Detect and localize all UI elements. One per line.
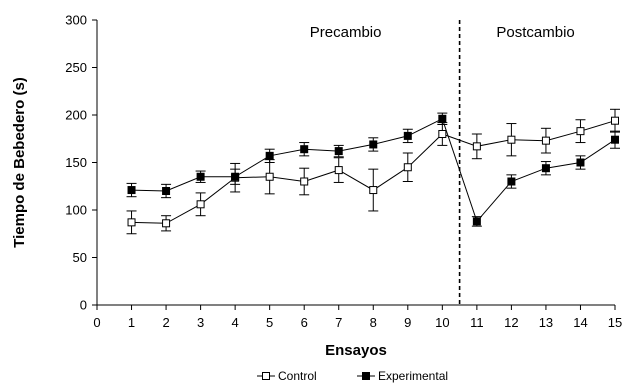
data-point-experimental <box>334 147 343 156</box>
data-point-experimental <box>369 140 378 149</box>
data-point-control <box>438 130 447 138</box>
data-point-experimental <box>438 114 447 123</box>
data-point-experimental <box>127 186 136 195</box>
data-point-control <box>369 186 378 195</box>
legend-marker-experimental <box>362 372 370 380</box>
x-tick-label: 6 <box>301 315 308 330</box>
x-tick-label: 8 <box>370 315 377 330</box>
data-point-control <box>541 136 550 145</box>
data-point-control <box>334 166 343 175</box>
y-tick-label: 150 <box>65 155 87 170</box>
data-point-experimental <box>196 172 205 181</box>
data-point-control <box>265 172 274 181</box>
data-point-control <box>611 116 619 125</box>
x-tick-label: 13 <box>539 315 553 330</box>
data-point-control <box>576 127 585 136</box>
data-point-control <box>507 135 516 144</box>
x-tick-label: 11 <box>470 315 484 330</box>
series-experimental <box>126 112 620 227</box>
legend-marker-control <box>262 372 270 380</box>
legend-label-control: Control <box>278 369 317 383</box>
y-axis-title: Tiempo de Bebedero (s) <box>11 77 28 248</box>
y-tick-label: 200 <box>65 108 87 123</box>
x-tick-label: 10 <box>435 315 449 330</box>
data-point-experimental <box>265 151 274 160</box>
data-point-experimental <box>507 177 516 186</box>
x-tick-label: 12 <box>504 315 518 330</box>
data-point-experimental <box>611 135 619 144</box>
region-label-postcambio: Postcambio <box>496 24 574 41</box>
data-point-control <box>127 218 136 227</box>
plot-area <box>126 108 620 235</box>
x-tick-label: 15 <box>608 315 622 330</box>
data-point-control <box>300 177 309 186</box>
y-tick-label: 100 <box>65 203 87 218</box>
y-tick-label: 50 <box>73 250 87 265</box>
data-point-control <box>162 219 171 228</box>
data-point-experimental <box>576 158 585 167</box>
data-point-experimental <box>403 131 412 140</box>
data-point-control <box>403 163 412 172</box>
data-point-experimental <box>300 145 309 154</box>
x-axis-title: Ensayos <box>325 342 387 359</box>
x-tick-label: 3 <box>197 315 204 330</box>
y-tick-label: 250 <box>65 60 87 75</box>
x-tick-label: 9 <box>404 315 411 330</box>
y-tick-label: 300 <box>65 13 87 28</box>
data-point-experimental <box>162 187 171 195</box>
x-tick-label: 5 <box>266 315 273 330</box>
data-point-experimental <box>472 217 481 226</box>
x-tick-label: 0 <box>93 315 100 330</box>
legend: Control Experimental <box>257 369 448 383</box>
data-point-experimental <box>231 172 240 181</box>
data-point-control <box>196 200 205 209</box>
x-tick-label: 4 <box>232 315 239 330</box>
x-tick-label: 1 <box>128 315 135 330</box>
data-point-experimental <box>541 164 550 173</box>
y-tick-label: 0 <box>80 298 87 313</box>
x-tick-label: 14 <box>573 315 587 330</box>
x-tick-label: 7 <box>335 315 342 330</box>
region-label-precambio: Precambio <box>310 24 382 41</box>
data-point-control <box>472 142 481 151</box>
x-tick-label: 2 <box>162 315 169 330</box>
legend-label-experimental: Experimental <box>378 369 448 383</box>
series-control <box>126 108 620 235</box>
